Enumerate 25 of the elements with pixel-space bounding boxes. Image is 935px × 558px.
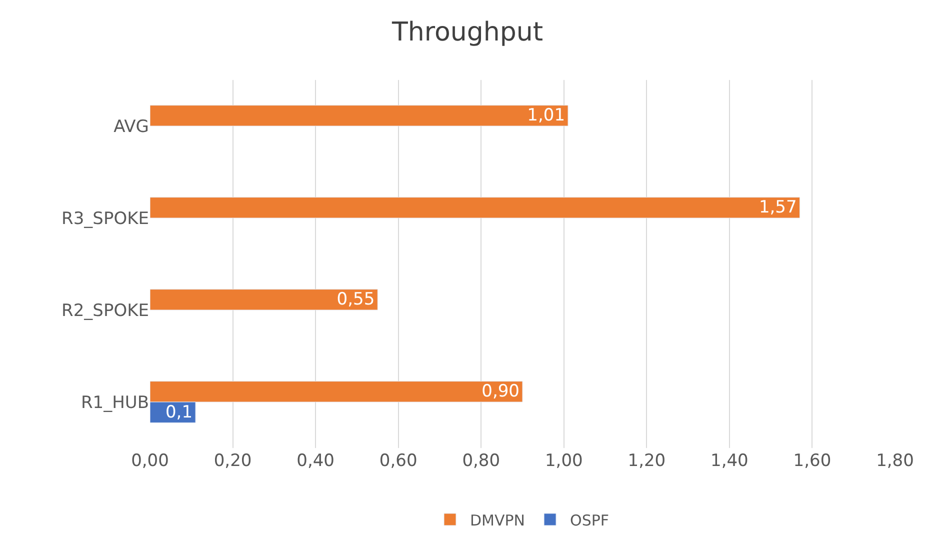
x-tick-label: 0,00 [131,451,169,471]
data-label: 0,1 [165,402,193,422]
bar [150,289,378,310]
x-tick-label: 1,40 [710,451,748,471]
data-label: 0,90 [482,382,520,402]
legend-label: OSPF [570,511,610,530]
data-label: 1,01 [527,106,566,126]
x-tick-label: 1,20 [628,451,666,471]
legend-label: DMVPN [470,511,526,530]
y-tick-label: R1_HUB [80,392,149,413]
x-tick-label: 1,00 [544,451,583,471]
x-tick-label: 0,20 [214,451,252,471]
x-tick-label: 1,80 [876,451,914,471]
y-tick-label: AVG [114,116,149,137]
x-tick-label: 0,60 [379,451,418,471]
data-label: 0,55 [336,290,375,310]
chart-title: Throughput [390,18,544,48]
bar [150,197,800,218]
x-tick-label: 1,60 [793,451,832,471]
x-tick-label: 0,80 [462,451,500,471]
x-tick-label: 0,40 [296,451,334,471]
y-tick-label: R2_SPOKE [62,300,149,321]
data-label: 1,57 [758,198,797,218]
bar [150,105,568,126]
y-tick-label: R3_SPOKE [62,208,149,229]
